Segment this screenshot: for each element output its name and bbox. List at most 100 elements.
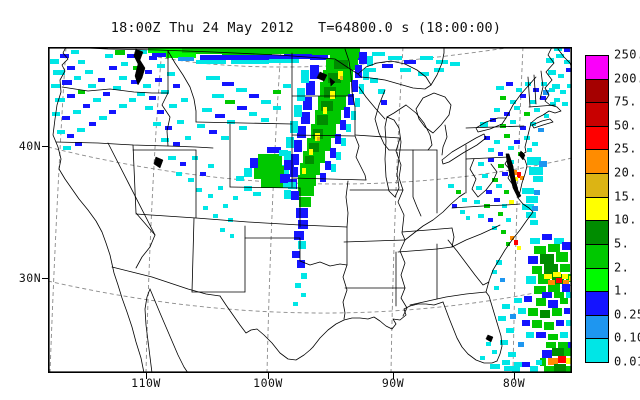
precip-cell bbox=[566, 358, 572, 364]
state-nv-ut bbox=[132, 144, 137, 214]
precip-cell bbox=[236, 176, 244, 181]
precip-cell bbox=[548, 244, 560, 252]
precip-cell bbox=[166, 53, 196, 58]
precip-cell bbox=[127, 54, 135, 58]
red-lake bbox=[329, 77, 336, 87]
precip-cell bbox=[542, 292, 552, 298]
precip-cell bbox=[550, 102, 556, 106]
precip-cell bbox=[524, 112, 530, 116]
gridline-100w bbox=[266, 47, 282, 373]
precip-cell bbox=[514, 177, 518, 181]
precip-cell bbox=[51, 84, 60, 88]
precip-cell bbox=[553, 272, 561, 277]
precip-cell bbox=[296, 208, 308, 218]
precip-cell bbox=[340, 76, 343, 80]
precip-cell bbox=[298, 186, 314, 196]
precip-cell bbox=[83, 104, 90, 108]
precip-cell bbox=[283, 84, 291, 88]
precip-cell bbox=[536, 360, 542, 365]
precip-cell bbox=[115, 50, 125, 55]
lat-label-40n: 40N bbox=[18, 139, 42, 153]
precip-cell bbox=[566, 292, 572, 298]
colorbar-swatch-11 bbox=[585, 314, 609, 340]
precip-cell bbox=[121, 62, 128, 66]
state-sd-ne bbox=[291, 134, 356, 137]
mackinac-shore bbox=[386, 104, 407, 118]
gridline-90w bbox=[390, 47, 404, 373]
precip-cell bbox=[73, 110, 81, 114]
precip-cell bbox=[284, 190, 291, 199]
precip-cell bbox=[249, 94, 259, 98]
colorbar-swatch-3 bbox=[585, 125, 609, 151]
state-wv-va bbox=[469, 158, 498, 198]
precip-cell bbox=[560, 298, 568, 304]
lon-label-80w: 80W bbox=[502, 376, 526, 390]
precip-cell bbox=[488, 218, 493, 222]
precip-cell bbox=[548, 300, 558, 308]
precip-cell bbox=[221, 136, 229, 140]
state-ga-sc bbox=[447, 239, 490, 286]
precip-cell bbox=[563, 280, 569, 284]
precip-cell bbox=[518, 342, 524, 347]
border-ny-canada bbox=[505, 76, 537, 119]
precip-cell bbox=[78, 60, 85, 64]
precip-cell bbox=[540, 254, 554, 264]
precip-cell bbox=[297, 260, 305, 268]
precip-cell bbox=[510, 314, 516, 319]
state-nv-az bbox=[135, 212, 156, 236]
state-az-nm bbox=[191, 217, 195, 293]
precip-cell bbox=[544, 366, 554, 372]
precip-cell bbox=[566, 68, 572, 72]
precip-cell bbox=[309, 143, 319, 152]
precip-cell bbox=[143, 84, 151, 88]
precip-cell bbox=[169, 104, 177, 108]
lon-label-100w: 100W bbox=[253, 376, 283, 390]
precip-cell bbox=[89, 122, 96, 126]
precip-cell bbox=[53, 70, 65, 75]
precip-cell bbox=[167, 72, 175, 76]
precip-cell bbox=[526, 332, 534, 338]
precip-cell bbox=[494, 108, 500, 112]
precip-cell bbox=[502, 360, 510, 365]
precip-cell bbox=[494, 198, 500, 202]
precip-cell bbox=[176, 172, 182, 176]
precip-cell bbox=[202, 108, 212, 112]
precip-cell bbox=[542, 350, 552, 358]
precip-cell bbox=[517, 172, 521, 178]
precip-cell bbox=[500, 278, 505, 282]
precip-cell bbox=[506, 242, 510, 246]
precip-cell bbox=[538, 128, 544, 132]
precip-cell bbox=[504, 366, 512, 371]
precip-cell bbox=[196, 60, 226, 64]
precip-cell bbox=[564, 308, 570, 314]
great-salt-lake bbox=[153, 156, 164, 169]
precip-cell bbox=[280, 174, 290, 183]
precip-cell bbox=[566, 320, 572, 326]
state-il-in bbox=[412, 149, 422, 217]
precip-cell bbox=[250, 158, 258, 168]
precip-cell bbox=[57, 130, 65, 134]
precip-cell bbox=[522, 362, 530, 367]
precip-cell bbox=[173, 84, 180, 88]
border-michigan-wisconsin bbox=[358, 86, 386, 120]
precip-cell bbox=[514, 362, 522, 367]
plot-title-datetime: 18:00Z Thu 24 May 2012 bbox=[110, 20, 294, 36]
precip-cell bbox=[564, 60, 570, 64]
precip-cell bbox=[486, 190, 492, 194]
precip-cell bbox=[492, 270, 497, 274]
precip-cell bbox=[524, 296, 532, 302]
precip-cell bbox=[512, 170, 517, 175]
precip-cell bbox=[388, 56, 402, 60]
precip-cell bbox=[552, 308, 562, 316]
precip-cell bbox=[249, 112, 257, 116]
precip-cell bbox=[562, 242, 571, 250]
precip-cell bbox=[284, 160, 294, 170]
precip-cell bbox=[532, 320, 542, 328]
state-potomac bbox=[504, 156, 514, 186]
precip-cell bbox=[62, 80, 72, 85]
gridline-west bbox=[49, 47, 67, 373]
precip-cell bbox=[306, 47, 332, 55]
precip-cell bbox=[182, 47, 222, 54]
precip-cell bbox=[344, 107, 350, 118]
